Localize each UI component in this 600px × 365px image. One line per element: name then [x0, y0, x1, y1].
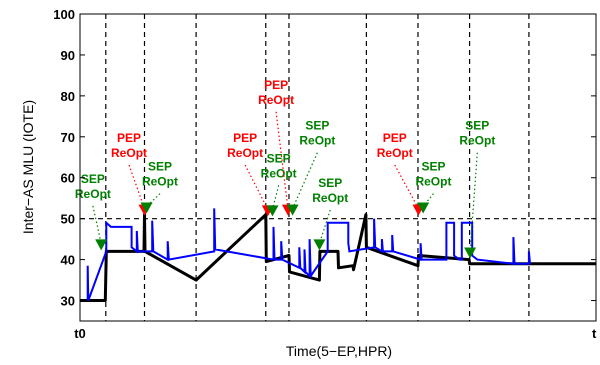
y-tick-label: 70	[61, 130, 75, 145]
annotation-label: PEP	[383, 131, 407, 145]
annotation-arrow-icon	[140, 202, 153, 214]
y-tick-label: 90	[61, 48, 75, 63]
y-axis-label: Inter−AS MLU (IOTE)	[20, 100, 36, 234]
annotation-arrow-icon	[417, 202, 430, 214]
annotation-label: ReOpt	[312, 191, 348, 205]
annotation-label: ReOpt	[261, 166, 297, 180]
annotation-label: ReOpt	[299, 134, 335, 148]
x-axis-ticks: t0 t	[74, 326, 597, 341]
spike-series-line	[86, 208, 531, 301]
annotation-leader-line	[275, 111, 289, 209]
annotation-label: ReOpt	[415, 175, 451, 189]
annotation-label: ReOpt	[258, 93, 294, 107]
annotation-leader-line	[318, 209, 331, 244]
annotation-label: ReOpt	[111, 146, 147, 160]
annotation-arrow-icon	[266, 205, 279, 217]
annotation-arrow-icon	[286, 204, 299, 216]
annotation-label: SEP	[267, 151, 291, 165]
mlu-series-line	[80, 213, 596, 302]
annotation-label: PEP	[117, 131, 141, 145]
annotation-label: SEP	[148, 160, 172, 174]
annotation-label: ReOpt	[227, 146, 263, 160]
annotation-leader-line	[92, 205, 102, 244]
annotation-leader-line	[422, 193, 434, 207]
series-layer	[80, 208, 596, 302]
annotation-arrow-icon	[313, 239, 326, 251]
annotation-label: SEP	[305, 119, 329, 133]
annotation-leader-line	[146, 193, 161, 207]
x-tick-label: t	[592, 326, 597, 341]
annotation-label: ReOpt	[75, 187, 111, 201]
y-tick-label: 100	[53, 7, 75, 22]
y-tick-label: 30	[61, 294, 75, 309]
annotation-label: ReOpt	[142, 175, 178, 189]
annotation-label: ReOpt	[459, 134, 495, 148]
y-tick-label: 50	[61, 212, 75, 227]
y-tick-label: 40	[61, 253, 75, 268]
annotation-leader-line	[394, 164, 420, 209]
annotation-label: SEP	[465, 119, 489, 133]
annotation-arrow-icon	[464, 247, 477, 259]
annotation-label: SEP	[318, 176, 342, 190]
x-tick-label: t0	[74, 326, 86, 341]
annotation-label: SEP	[421, 160, 445, 174]
annotation-label: SEP	[81, 172, 105, 186]
y-tick-label: 60	[61, 171, 75, 186]
x-axis-label: Time(5−EP,HPR)	[286, 343, 392, 359]
y-axis-ticks: 30 40 50 60 70 80 90 100	[53, 7, 596, 309]
annotation-leader-line	[469, 152, 478, 252]
annotation-label: PEP	[264, 78, 288, 92]
y-tick-label: 80	[61, 89, 75, 104]
plot-frame	[79, 13, 597, 322]
annotation-label: ReOpt	[377, 146, 413, 160]
annotation-leader-line	[244, 164, 269, 210]
annotation-arrow-icon	[95, 239, 108, 251]
annotation-label: PEP	[233, 131, 257, 145]
